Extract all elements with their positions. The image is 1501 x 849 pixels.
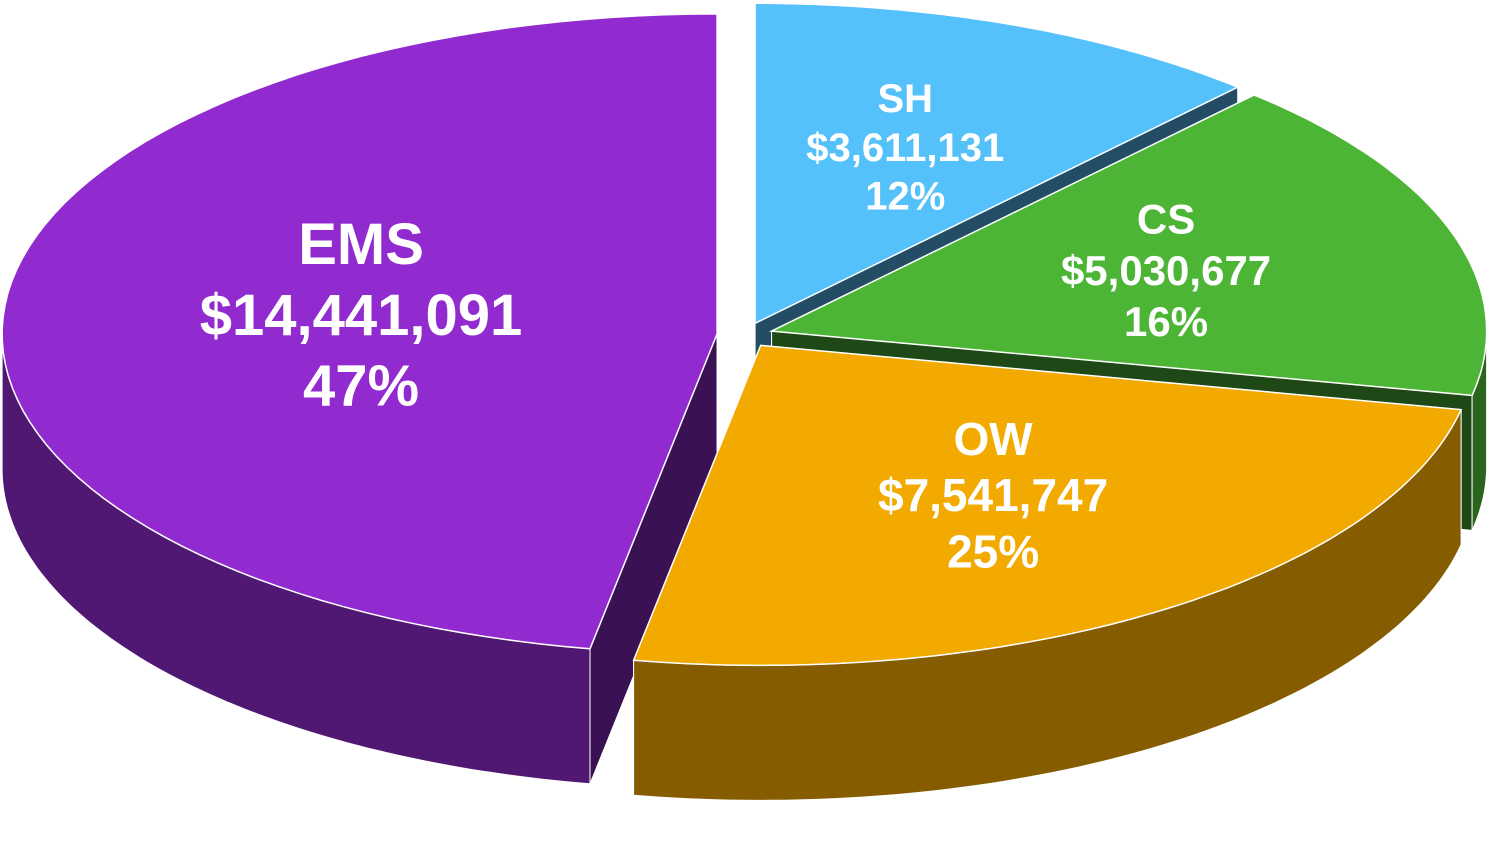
slice-name: CS: [1137, 196, 1195, 243]
slice-percent: 12%: [865, 175, 945, 219]
slice-percent: 16%: [1124, 298, 1208, 345]
slice-name: SH: [877, 77, 933, 121]
slice: [754, 2, 1240, 325]
slice-value: $14,441,091: [200, 283, 523, 348]
slice: [768, 94, 1488, 397]
slice: [1, 13, 718, 650]
slice-percent: 25%: [947, 525, 1039, 577]
slice-percent: 47%: [303, 354, 419, 419]
slice-name: OW: [954, 413, 1034, 465]
slice-value: $3,611,131: [806, 126, 1004, 170]
slice-value: $7,541,747: [878, 469, 1108, 521]
slice-value: $5,030,677: [1061, 247, 1271, 294]
slice: [632, 344, 1463, 667]
slice-name: EMS: [298, 212, 424, 277]
